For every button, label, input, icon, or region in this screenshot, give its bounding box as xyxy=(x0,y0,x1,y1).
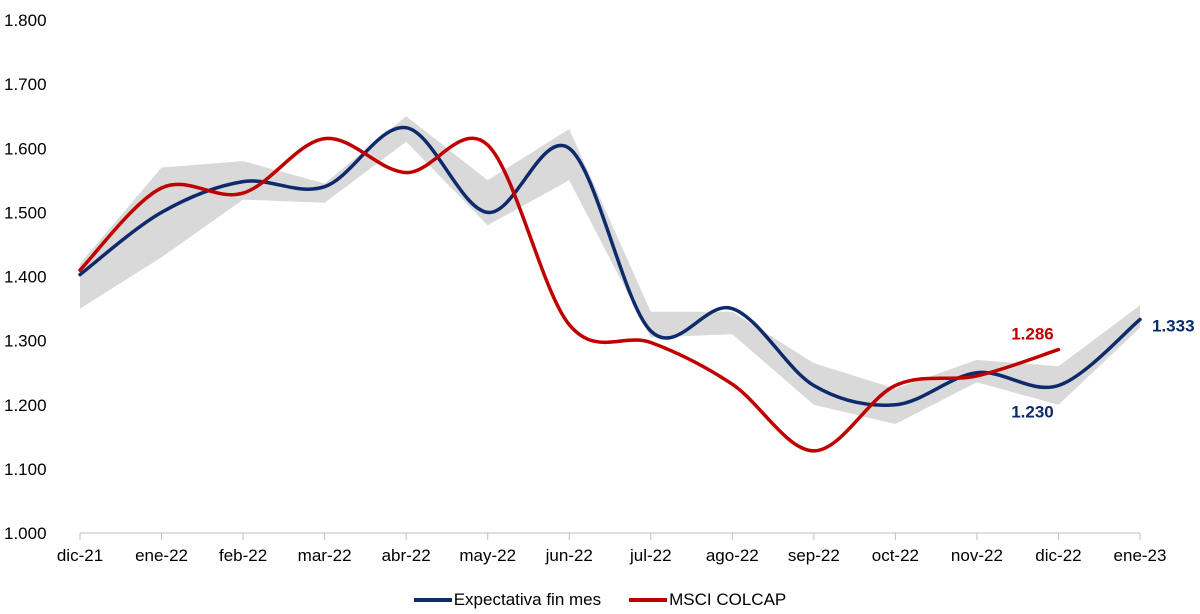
x-axis-tick-labels: dic-21 ene-22 feb-22 mar-22 abr-22 may-22 jun-… xyxy=(57,546,1167,565)
x-tick-label: ago-22 xyxy=(706,546,759,565)
range-band-area xyxy=(80,116,1140,424)
legend: Expectativa fin mes MSCI COLCAP xyxy=(0,590,1200,610)
y-tick-label: 1.400 xyxy=(4,268,47,287)
x-tick-label: jul-22 xyxy=(629,546,672,565)
x-tick-label: dic-22 xyxy=(1035,546,1081,565)
legend-label-colcap: MSCI COLCAP xyxy=(669,590,787,609)
legend-item-colcap: MSCI COLCAP xyxy=(629,590,786,610)
data-label: 1.333 xyxy=(1152,316,1195,335)
y-tick-label: 1.600 xyxy=(4,139,47,158)
data-label: 1.230 xyxy=(1011,403,1054,422)
legend-swatch-colcap xyxy=(629,598,668,602)
expectation-range-band xyxy=(80,116,1140,424)
y-tick-label: 1.700 xyxy=(4,75,47,94)
x-tick-label: jun-22 xyxy=(545,546,593,565)
x-tick-label: dic-21 xyxy=(57,546,103,565)
legend-swatch-expectativa xyxy=(413,598,452,602)
x-tick-label: may-22 xyxy=(459,546,516,565)
x-axis-tick-marks xyxy=(79,533,1141,540)
y-tick-label: 1.100 xyxy=(4,460,47,479)
x-tick-label: mar-22 xyxy=(298,546,352,565)
x-tick-label: ene-23 xyxy=(1114,546,1167,565)
x-tick-label: oct-22 xyxy=(872,546,919,565)
y-axis-tick-labels: 1.000 1.100 1.200 1.300 1.400 1.500 1.600 1.700… xyxy=(4,11,47,543)
x-tick-label: feb-22 xyxy=(219,546,267,565)
y-tick-label: 1.500 xyxy=(4,203,47,222)
legend-item-expectativa: Expectativa fin mes xyxy=(413,590,602,610)
legend-label-expectativa: Expectativa fin mes xyxy=(453,590,602,609)
x-tick-label: nov-22 xyxy=(951,546,1003,565)
data-label: 1.286 xyxy=(1011,325,1054,344)
y-tick-label: 1.000 xyxy=(4,524,47,543)
x-tick-label: abr-22 xyxy=(382,546,431,565)
series-lines xyxy=(78,125,1142,453)
y-tick-label: 1.200 xyxy=(4,396,47,415)
y-tick-label: 1.300 xyxy=(4,332,47,351)
series-line-colcap xyxy=(78,136,1061,453)
x-tick-label: sep-22 xyxy=(788,546,840,565)
y-tick-label: 1.800 xyxy=(4,11,47,30)
x-tick-label: ene-22 xyxy=(135,546,188,565)
data-labels: 1.286 1.230 1.333 xyxy=(1011,316,1194,421)
